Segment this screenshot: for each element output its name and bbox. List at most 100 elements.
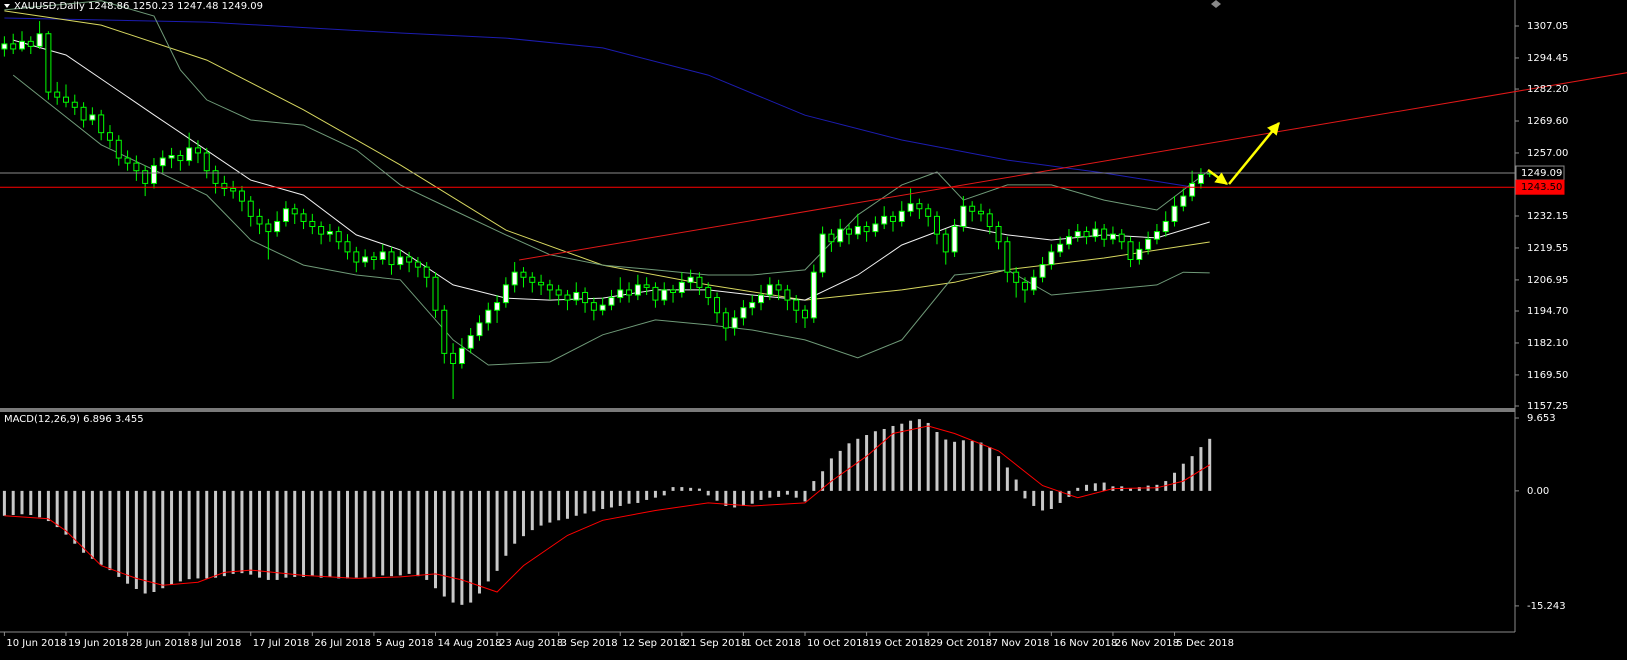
macd-bar	[82, 490, 86, 553]
macd-bar	[187, 490, 191, 580]
annotation-arrow	[1207, 168, 1229, 186]
macd-bar	[741, 490, 745, 506]
candle-body	[634, 284, 641, 296]
macd-bar	[328, 490, 332, 577]
candle-body	[133, 162, 140, 172]
candle-body	[18, 40, 25, 50]
candle-body	[608, 297, 615, 306]
macd-bar	[601, 490, 605, 509]
x-tick-label: 10 Jun 2018	[6, 638, 66, 649]
candle-body	[731, 317, 738, 329]
macd-bar	[337, 490, 341, 579]
macd-bar	[873, 431, 877, 491]
macd-bar	[1067, 490, 1071, 497]
macd-bar	[1102, 482, 1106, 491]
candle-body	[370, 256, 377, 261]
macd-bar	[1129, 488, 1133, 491]
candle-body	[282, 208, 289, 222]
x-tick-label: 19 Oct 2018	[869, 638, 931, 649]
candle-body	[502, 284, 509, 304]
macd-bar	[205, 490, 209, 579]
annotation-arrow	[1228, 122, 1280, 185]
candle-body	[335, 231, 342, 243]
y-tick-label: 1307.05	[1527, 21, 1568, 32]
macd-bar	[1181, 463, 1185, 491]
y-tick-label: 1282.20	[1527, 84, 1568, 95]
candle-body	[397, 256, 404, 266]
macd-bar	[117, 490, 121, 577]
macd-bar	[1190, 456, 1194, 491]
candle-body	[1197, 174, 1204, 184]
x-tick-label: 26 Nov 2018	[1115, 638, 1179, 649]
macd-bar	[785, 490, 789, 495]
candle-body	[1057, 243, 1064, 253]
candle-body	[150, 165, 157, 184]
macd-bar	[126, 490, 130, 584]
macd-bar	[513, 490, 517, 544]
macd-bar	[750, 490, 754, 504]
macd-bar	[680, 487, 684, 491]
candle-body	[784, 289, 791, 301]
macd-bar	[99, 490, 103, 565]
macd-bar	[302, 490, 306, 577]
macd-panel	[2, 419, 1212, 605]
candle-body	[1145, 238, 1152, 250]
candle-body	[828, 233, 835, 243]
candle-body	[916, 203, 923, 210]
candle-body	[71, 101, 78, 108]
candle-body	[854, 226, 861, 235]
candle-body	[388, 251, 395, 266]
macd-bar	[521, 490, 525, 537]
candle-body	[450, 352, 457, 365]
candle-body	[441, 309, 448, 354]
macd-bar	[917, 419, 921, 491]
macd-bar	[618, 490, 622, 506]
candle-body	[1127, 241, 1134, 261]
candle-body	[168, 154, 175, 159]
panel-separator	[0, 408, 1515, 412]
x-tick-label: 28 Jun 2018	[130, 638, 190, 649]
candle-body	[1030, 276, 1037, 291]
candle-body	[458, 347, 465, 365]
candle-body	[793, 299, 800, 311]
candle-body	[115, 139, 122, 159]
macd-bar	[372, 490, 376, 577]
y-tick-label: 1232.15	[1527, 211, 1568, 222]
candle-body	[300, 213, 307, 222]
y-tick-label: 1257.00	[1527, 148, 1568, 159]
macd-bar	[865, 435, 869, 491]
candle-body	[98, 114, 105, 134]
macd-bar	[495, 490, 499, 571]
macd-bar	[812, 481, 816, 491]
macd-bar	[407, 490, 411, 574]
macd-bar	[240, 490, 244, 574]
macd-bar	[46, 490, 50, 522]
macd-bar	[1049, 490, 1053, 509]
macd-bar	[1032, 490, 1036, 506]
macd-bar	[829, 458, 833, 491]
candle-body	[1074, 231, 1081, 238]
candle-body	[670, 289, 677, 293]
macd-signal-line	[4, 425, 1210, 593]
macd-bar	[258, 490, 262, 578]
candle-body	[36, 33, 43, 47]
candle-body	[62, 96, 69, 103]
macd-bar	[425, 490, 429, 580]
macd-bar	[627, 490, 631, 504]
macd-bar	[1014, 479, 1018, 491]
macd-bar	[1093, 483, 1097, 491]
macd-bar	[592, 490, 596, 512]
macd-bar	[504, 490, 508, 556]
macd-bar	[161, 490, 165, 589]
candle-body	[467, 335, 474, 349]
macd-bar	[11, 490, 15, 516]
macd-bar	[398, 490, 402, 576]
macd-bar	[363, 490, 367, 578]
scroll-marker[interactable]	[1211, 0, 1221, 8]
macd-bar	[645, 490, 649, 500]
menu-icon[interactable]	[4, 4, 10, 8]
macd-bar	[433, 490, 437, 589]
